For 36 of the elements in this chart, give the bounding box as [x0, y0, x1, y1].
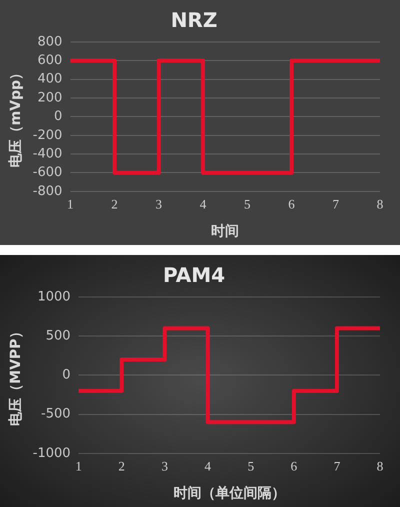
x-tick-label: 5	[248, 458, 254, 474]
y-tick-label: -1000	[32, 446, 71, 461]
y-tick-label: 0	[62, 368, 71, 383]
x-tick-label: 1	[67, 196, 74, 212]
x-tick-label: 7	[334, 458, 341, 474]
y-tick-label: -600	[32, 165, 62, 180]
x-tick-label: 3	[156, 196, 162, 212]
x-tick-label: 7	[332, 196, 340, 212]
x-tick-label: 2	[118, 458, 125, 474]
y-tick-label: 500	[46, 328, 71, 344]
x-tick-label: 5	[244, 196, 251, 212]
x-tick-label: 8	[376, 196, 384, 212]
x-tick-label: 3	[161, 458, 168, 474]
x-tick-label: 4	[204, 458, 212, 474]
y-tick-label: -200	[32, 128, 62, 143]
y-tick-label: 200	[37, 90, 62, 106]
y-tick-label: 800	[37, 34, 62, 50]
chart-title: NRZ	[170, 8, 218, 32]
chart-title: PAM4	[162, 263, 226, 288]
y-axis-title: 电压（MVPP）	[8, 324, 24, 426]
y-tick-label: 1000	[37, 289, 71, 304]
x-tick-label: 1	[75, 458, 82, 474]
y-tick-label: -400	[32, 146, 62, 162]
x-tick-label: 8	[376, 458, 384, 474]
y-tick-label: -800	[32, 184, 62, 199]
y-tick-label: -500	[41, 406, 71, 422]
x-tick-label: 2	[111, 196, 118, 212]
x-axis-title: 时间（单位间隔）	[173, 486, 286, 502]
x-tick-label: 4	[200, 196, 207, 212]
y-tick-label: 0	[54, 109, 62, 124]
y-axis-title: 电压（mVpp）	[8, 66, 24, 168]
y-tick-label: 400	[37, 72, 62, 87]
x-tick-label: 6	[290, 458, 298, 474]
x-axis-title: 时间	[211, 224, 240, 240]
x-tick-label: 6	[288, 196, 296, 212]
y-tick-label: 600	[37, 53, 62, 68]
